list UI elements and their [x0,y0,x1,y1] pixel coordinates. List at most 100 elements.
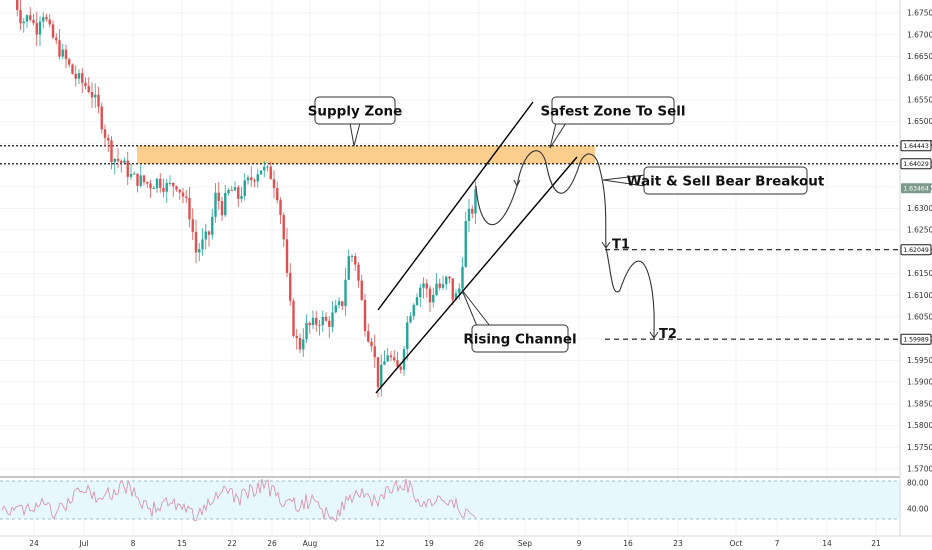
supply-zone-callout-fill [316,98,394,123]
candle-body [123,160,126,163]
candle-body [276,188,279,201]
candle-body [126,160,129,177]
candle-body [120,160,123,163]
candle-body [445,276,448,285]
time-axis-bg [0,536,932,550]
rising-channel-callout-fill [473,326,567,351]
time-tick-label: 8 [131,539,136,548]
vertical-gridlines [33,0,877,535]
candle-body [331,312,334,327]
price-axis[interactable]: 1.67500 1.67000 1.66500 1.66000 1.65500 1.650… [899,0,932,550]
candle-body [110,140,113,163]
price-label: 1.62049 [903,247,929,254]
time-tick-label: 21 [871,539,881,548]
rising-channel-callout-text: Rising Channel [463,332,576,348]
candle-body [425,283,428,289]
candle-body [279,200,282,216]
candle-body [77,73,81,79]
candle-body [415,297,419,305]
time-axis[interactable]: 24 Jul 8 15 22 26 Aug 12 19 26 Sep 9 16 23 Oct 7 14 21 [0,535,932,550]
candle-body [380,364,383,388]
target-label-t1: T1 [612,238,630,253]
candle-body [74,73,77,79]
time-tick-label: Sep [518,539,532,548]
price-tick-label: 1.57000 [907,465,932,474]
candle-body [32,19,35,24]
candle-body [51,24,55,38]
supply-zone-rect [137,145,595,164]
price-label-box [900,333,932,345]
candle-body [448,276,451,279]
candle-body [321,316,324,326]
candle-body [357,264,360,281]
candle-body [207,231,211,235]
price-tick-label: 1.67500 [907,9,932,18]
price-tick-label: 1.62500 [907,226,932,235]
candle-body [302,339,305,350]
candle-body [246,177,250,181]
channel-lower-line [375,156,578,394]
price-tick-label: 1.66000 [907,74,932,83]
candle-body [35,23,38,35]
candle-body [185,196,188,198]
channel-upper-line [377,101,534,311]
candle-body [129,174,133,177]
rsi-level-label: 40.00 [907,505,929,514]
candle-body [256,174,259,182]
price-tick-label: 1.60500 [907,313,932,322]
candle-body [285,239,289,273]
candle-body [45,17,48,20]
candle-body [393,357,396,361]
last-price-label: 1.63464 [903,186,929,193]
time-tick-label: 9 [577,539,582,548]
candle-body [90,91,94,98]
time-tick-label: 12 [375,539,385,548]
rising-channel-callout-pointer [461,289,491,327]
trend-drawings [375,101,659,394]
candle-body [38,21,42,35]
candle-body [139,175,142,186]
time-tick-label: Oct [730,539,743,548]
candle-body [435,283,438,295]
candle-body [230,189,233,191]
candle-body [103,129,107,138]
safest-zone-callout-pointer [549,122,567,149]
candle-body [136,173,139,186]
candle-body [107,137,110,141]
target-label-t2: T2 [659,327,677,342]
horizontal-gridlines [0,12,900,470]
candle-body [383,361,386,365]
price-levels [0,145,900,340]
candle-body [48,19,51,25]
candle-body [308,322,311,326]
candle-body [55,37,58,41]
time-tick-label: 15 [177,539,187,548]
supply-zone-callout-pointer [349,122,361,147]
price-tick-label: 1.58500 [907,399,932,408]
candle-body [217,192,220,202]
candle-body [237,187,240,199]
candle-body [406,322,409,350]
candle-body [396,360,399,367]
candle-body [324,316,328,321]
candle-body [162,187,165,192]
rising-channel-callout: Rising Channel [461,289,577,353]
candle-body [64,49,68,60]
candle-body [360,280,363,300]
candle-body [113,159,116,163]
price-label: 1.59989 [903,336,929,343]
price-tick-label: 1.63000 [907,204,932,213]
candle-body [341,301,344,306]
candle-body [198,249,201,253]
safest-zone-callout-text: Safest Zone To Sell [540,104,685,120]
candlestick-series [16,0,477,398]
projected-price-path [475,150,655,339]
candle-body [350,256,354,258]
candle-body [412,304,415,317]
annotations: Supply Zone Safest Zone To Sell Wait & Sel… [308,96,825,353]
candle-body [376,357,380,388]
candle-body [149,183,152,189]
candle-body [133,173,136,175]
candle-body [259,170,263,175]
